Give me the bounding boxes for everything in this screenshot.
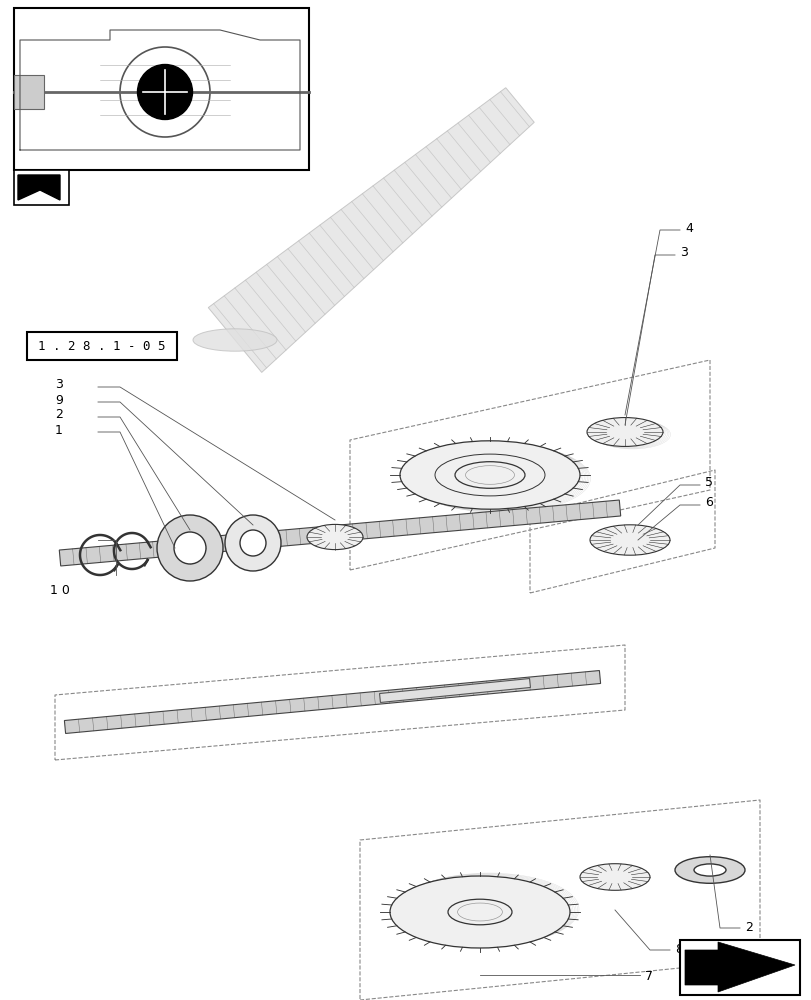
Ellipse shape <box>586 418 663 446</box>
Bar <box>27 332 177 360</box>
Ellipse shape <box>448 899 512 925</box>
Text: 4: 4 <box>684 222 692 234</box>
Bar <box>679 940 799 995</box>
Text: 2: 2 <box>55 408 62 422</box>
Ellipse shape <box>137 65 192 120</box>
Ellipse shape <box>454 462 525 488</box>
Text: 3: 3 <box>55 378 62 391</box>
Text: 7: 7 <box>644 970 652 983</box>
Ellipse shape <box>693 864 725 876</box>
Bar <box>14 170 69 205</box>
Bar <box>14 75 44 109</box>
Ellipse shape <box>193 329 277 351</box>
Ellipse shape <box>389 876 569 948</box>
Polygon shape <box>684 942 794 992</box>
Ellipse shape <box>400 441 579 509</box>
Bar <box>14 8 309 170</box>
Polygon shape <box>379 679 530 702</box>
Polygon shape <box>59 500 620 566</box>
Polygon shape <box>18 175 60 200</box>
Polygon shape <box>208 88 534 372</box>
Text: 1 0: 1 0 <box>50 584 70 596</box>
Ellipse shape <box>174 532 206 564</box>
Text: 3: 3 <box>679 246 687 259</box>
Ellipse shape <box>579 864 649 890</box>
Text: 8: 8 <box>674 943 682 956</box>
Ellipse shape <box>590 525 669 555</box>
Text: 5: 5 <box>704 477 712 489</box>
Ellipse shape <box>307 524 363 550</box>
Ellipse shape <box>674 857 744 883</box>
Polygon shape <box>64 671 600 733</box>
Ellipse shape <box>225 515 281 571</box>
Text: 1: 1 <box>55 424 62 436</box>
Ellipse shape <box>120 47 210 137</box>
Text: 9: 9 <box>55 393 62 406</box>
Text: 2: 2 <box>744 921 752 934</box>
Text: 6: 6 <box>704 496 712 510</box>
Ellipse shape <box>240 530 266 556</box>
Text: 1 . 2 8 . 1 - 0 5: 1 . 2 8 . 1 - 0 5 <box>38 340 165 354</box>
Ellipse shape <box>157 515 223 581</box>
